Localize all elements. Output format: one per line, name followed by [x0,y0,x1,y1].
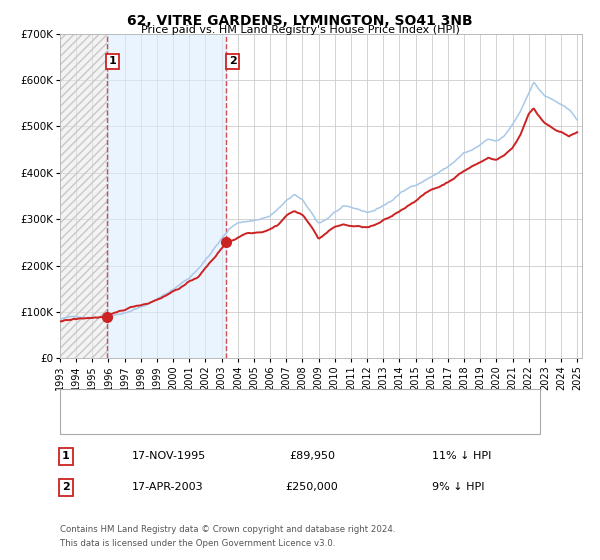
Text: 9% ↓ HPI: 9% ↓ HPI [432,482,485,492]
Text: 2: 2 [229,57,236,67]
Text: 1: 1 [62,451,70,461]
Text: £89,950: £89,950 [289,451,335,461]
Text: This data is licensed under the Open Government Licence v3.0.: This data is licensed under the Open Gov… [60,539,335,548]
Text: 62, VITRE GARDENS, LYMINGTON, SO41 3NB: 62, VITRE GARDENS, LYMINGTON, SO41 3NB [127,14,473,28]
Text: 17-APR-2003: 17-APR-2003 [132,482,203,492]
Text: 17-NOV-1995: 17-NOV-1995 [132,451,206,461]
Bar [107,34,226,358]
Text: 62, VITRE GARDENS, LYMINGTON, SO41 3NB (detached house): 62, VITRE GARDENS, LYMINGTON, SO41 3NB (… [115,396,441,407]
Text: Contains HM Land Registry data © Crown copyright and database right 2024.: Contains HM Land Registry data © Crown c… [60,525,395,534]
Text: 1: 1 [109,57,117,67]
Text: Price paid vs. HM Land Registry's House Price Index (HPI): Price paid vs. HM Land Registry's House … [140,25,460,35]
Text: £250,000: £250,000 [286,482,338,492]
Text: 11% ↓ HPI: 11% ↓ HPI [432,451,491,461]
Text: 2: 2 [62,482,70,492]
Bar [60,34,107,358]
Bar [60,34,107,358]
Text: HPI: Average price, detached house, New Forest: HPI: Average price, detached house, New … [115,417,366,427]
